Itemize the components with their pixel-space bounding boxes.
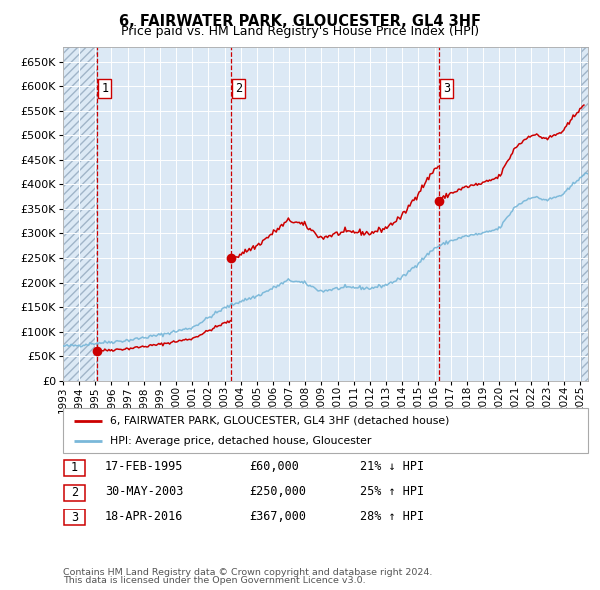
- Text: £60,000: £60,000: [249, 460, 299, 473]
- FancyBboxPatch shape: [63, 408, 588, 453]
- Text: 6, FAIRWATER PARK, GLOUCESTER, GL4 3HF (detached house): 6, FAIRWATER PARK, GLOUCESTER, GL4 3HF (…: [110, 416, 449, 425]
- Text: 17-FEB-1995: 17-FEB-1995: [105, 460, 184, 473]
- Text: 25% ↑ HPI: 25% ↑ HPI: [360, 485, 424, 498]
- Text: 1: 1: [71, 461, 78, 474]
- Text: 1: 1: [101, 83, 109, 96]
- Text: £250,000: £250,000: [249, 485, 306, 498]
- Text: 28% ↑ HPI: 28% ↑ HPI: [360, 510, 424, 523]
- Text: £367,000: £367,000: [249, 510, 306, 523]
- FancyBboxPatch shape: [64, 460, 85, 476]
- Text: 6, FAIRWATER PARK, GLOUCESTER, GL4 3HF: 6, FAIRWATER PARK, GLOUCESTER, GL4 3HF: [119, 14, 481, 28]
- Text: 21% ↓ HPI: 21% ↓ HPI: [360, 460, 424, 473]
- Text: Price paid vs. HM Land Registry's House Price Index (HPI): Price paid vs. HM Land Registry's House …: [121, 25, 479, 38]
- Text: 3: 3: [71, 511, 78, 524]
- FancyBboxPatch shape: [64, 510, 85, 525]
- Text: HPI: Average price, detached house, Gloucester: HPI: Average price, detached house, Glou…: [110, 437, 371, 447]
- Text: 30-MAY-2003: 30-MAY-2003: [105, 485, 184, 498]
- FancyBboxPatch shape: [64, 484, 85, 500]
- Text: 3: 3: [443, 83, 451, 96]
- Text: Contains HM Land Registry data © Crown copyright and database right 2024.: Contains HM Land Registry data © Crown c…: [63, 568, 433, 577]
- Text: 2: 2: [71, 486, 78, 499]
- Text: 2: 2: [235, 83, 242, 96]
- Text: 18-APR-2016: 18-APR-2016: [105, 510, 184, 523]
- Text: This data is licensed under the Open Government Licence v3.0.: This data is licensed under the Open Gov…: [63, 576, 365, 585]
